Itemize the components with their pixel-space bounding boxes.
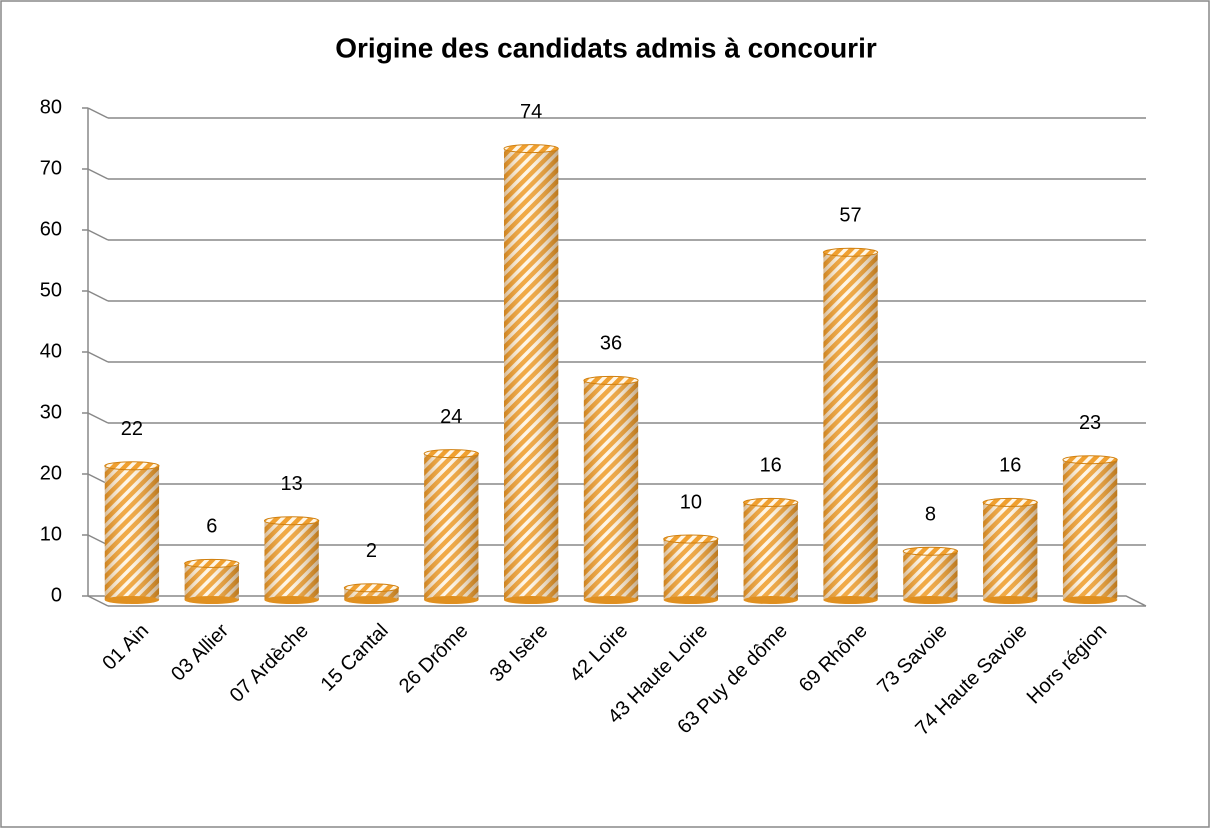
grid-line-side: [87, 534, 109, 546]
value-label: 6: [206, 516, 217, 538]
bar-base: [344, 596, 399, 604]
bar-top: [1062, 455, 1118, 465]
y-tick-label: 80: [40, 96, 62, 118]
bar-base: [184, 596, 239, 604]
value-label: 8: [925, 503, 936, 525]
bar-shade: [504, 148, 559, 600]
value-label: 22: [121, 418, 143, 440]
bar-top: [982, 497, 1038, 507]
bar-base: [1062, 596, 1118, 604]
bar-top: [583, 375, 639, 385]
value-label: 57: [839, 205, 861, 227]
value-label: 24: [440, 406, 462, 428]
bar-base: [104, 596, 160, 604]
bar-base: [983, 596, 1038, 604]
bar-top: [263, 516, 320, 526]
bar-shade: [903, 551, 958, 600]
bar-top: [822, 247, 879, 257]
grid-line-side: [87, 473, 109, 485]
bar-shade: [104, 465, 160, 600]
bar-top: [423, 449, 479, 459]
value-label: 2: [366, 540, 377, 562]
bar-base: [504, 596, 559, 604]
bar-shade: [663, 539, 718, 600]
value-label: 13: [280, 473, 302, 495]
grid-line-side: [87, 107, 109, 119]
value-label: 16: [760, 455, 782, 477]
bar-top: [743, 497, 799, 507]
bar-top: [902, 546, 959, 556]
y-tick-label: 30: [40, 401, 62, 423]
bar-top: [184, 558, 240, 568]
grid-line-side: [87, 290, 109, 302]
y-tick-label: 70: [40, 157, 62, 179]
bar-base: [743, 596, 798, 604]
y-tick-label: 40: [40, 340, 62, 362]
bar-top: [663, 534, 719, 544]
chart-title: Origine des candidats admis à concourir: [335, 32, 877, 63]
grid-line-side: [87, 168, 109, 180]
bar-base: [903, 596, 958, 604]
bar-shade: [424, 453, 479, 600]
y-tick-label: 20: [40, 462, 62, 484]
bar-top: [503, 144, 559, 154]
bar-shade: [823, 252, 878, 601]
grid-line-side: [87, 412, 109, 424]
bar-shade: [743, 502, 798, 600]
bar-top: [104, 461, 160, 471]
y-tick-label: 60: [40, 218, 62, 240]
y-tick-label: 10: [40, 523, 62, 545]
value-label: 36: [600, 333, 622, 355]
grid-line-side: [87, 595, 109, 607]
value-label: 23: [1079, 412, 1101, 434]
grid-line-side: [87, 229, 109, 241]
bar-base: [583, 596, 639, 604]
value-label: 74: [520, 101, 542, 123]
y-tick-label: 0: [51, 584, 62, 606]
grid-line-side: [87, 351, 109, 363]
bar-shade: [184, 563, 239, 600]
bar-base: [424, 596, 479, 604]
value-label: 10: [680, 491, 702, 513]
bar-shade: [583, 380, 639, 600]
bar-base: [264, 596, 319, 604]
bar-top: [343, 583, 400, 593]
bar-shade: [983, 502, 1038, 600]
value-label: 16: [999, 455, 1021, 477]
bar-base: [663, 596, 718, 604]
bar-shade: [264, 520, 319, 600]
bar-shade: [1062, 459, 1118, 600]
bar-base: [823, 596, 878, 604]
y-tick-label: 50: [40, 279, 62, 301]
